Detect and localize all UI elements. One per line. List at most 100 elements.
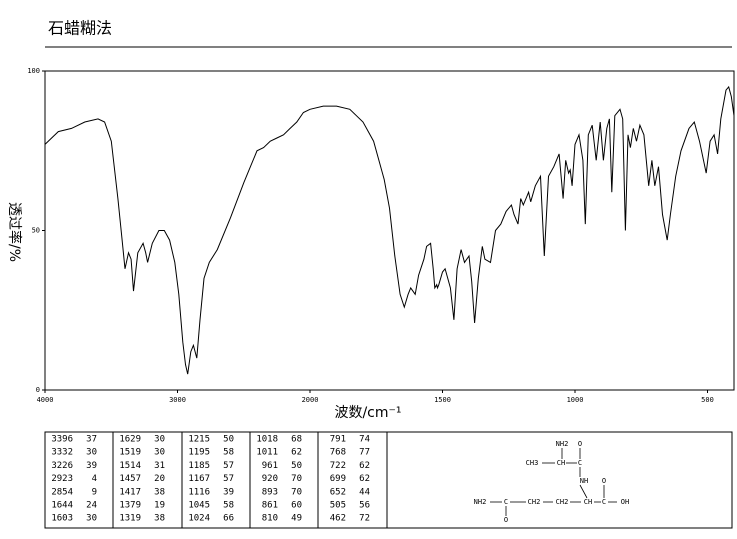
plot-frame <box>44 70 735 391</box>
peak-transmittance: 38 <box>154 487 165 497</box>
peak-transmittance: 24 <box>86 501 97 511</box>
peak-wavenumber: 652 <box>330 487 346 497</box>
peak-transmittance: 70 <box>291 487 302 497</box>
structure-label: C <box>578 459 582 467</box>
peak-wavenumber: 1011 <box>256 448 278 458</box>
peak-transmittance: 62 <box>359 461 370 471</box>
peak-wavenumber: 1644 <box>51 501 73 511</box>
structure-label: O <box>602 477 606 485</box>
peak-transmittance: 44 <box>359 487 370 497</box>
peak-wavenumber: 1417 <box>119 487 141 497</box>
peak-transmittance: 30 <box>86 514 97 524</box>
x-tick-label: 1000 <box>567 396 584 404</box>
structure-label: NH2 <box>556 440 569 448</box>
structure-label: OH <box>621 498 629 506</box>
peak-wavenumber: 699 <box>330 474 346 484</box>
structure-label: O <box>578 440 582 448</box>
y-tick-label: 0 <box>36 386 40 394</box>
peak-wavenumber: 2923 <box>51 474 73 484</box>
structure-label: C <box>602 498 606 506</box>
peak-wavenumber: 1215 <box>188 435 210 445</box>
peak-transmittance: 66 <box>223 514 234 524</box>
structure-bonds <box>490 448 617 516</box>
peak-wavenumber: 791 <box>330 435 346 445</box>
peak-wavenumber: 1519 <box>119 448 141 458</box>
peak-wavenumber: 3396 <box>51 435 73 445</box>
x-tick-label: 500 <box>701 396 714 404</box>
peak-wavenumber: 1379 <box>119 501 141 511</box>
peak-wavenumber: 1319 <box>119 514 141 524</box>
table-dividers <box>112 432 388 528</box>
structure-label: CH <box>557 459 565 467</box>
peak-transmittance: 58 <box>223 448 234 458</box>
peak-transmittance: 31 <box>154 461 165 471</box>
peak-wavenumber: 810 <box>262 514 278 524</box>
peak-wavenumber: 3226 <box>51 461 73 471</box>
peak-transmittance: 74 <box>359 435 370 445</box>
peak-transmittance: 57 <box>223 461 234 471</box>
peak-transmittance: 4 <box>92 474 97 484</box>
peak-transmittance: 39 <box>86 461 97 471</box>
peak-transmittance: 30 <box>86 448 97 458</box>
peak-wavenumber: 893 <box>262 487 278 497</box>
peak-wavenumber: 1603 <box>51 514 73 524</box>
peak-wavenumber: 920 <box>262 474 278 484</box>
peak-transmittance: 37 <box>86 435 97 445</box>
peak-wavenumber: 1018 <box>256 435 278 445</box>
peak-wavenumber: 2854 <box>51 487 73 497</box>
peak-transmittance: 68 <box>291 435 302 445</box>
peak-transmittance: 72 <box>359 514 370 524</box>
structure-label: NH <box>580 477 588 485</box>
peak-wavenumber: 768 <box>330 448 346 458</box>
spectrum-line <box>44 85 735 375</box>
peak-wavenumber: 462 <box>330 514 346 524</box>
peak-transmittance: 77 <box>359 448 370 458</box>
peak-wavenumber: 1116 <box>188 487 210 497</box>
peak-wavenumber: 3332 <box>51 448 73 458</box>
peak-wavenumber: 1629 <box>119 435 141 445</box>
x-tick-label: 4000 <box>37 396 54 404</box>
peak-transmittance: 60 <box>291 501 302 511</box>
structure-label: CH3 <box>526 459 539 467</box>
peak-wavenumber: 722 <box>330 461 346 471</box>
y-axis-label: 透过率/% <box>6 202 23 262</box>
peak-transmittance: 30 <box>154 448 165 458</box>
peak-transmittance: 50 <box>291 461 302 471</box>
y-tick-label: 100 <box>27 67 40 75</box>
peak-transmittance: 50 <box>223 435 234 445</box>
x-tick-label: 3000 <box>169 396 186 404</box>
structure-label: CH2 <box>528 498 541 506</box>
chart-title: 石蜡糊法 <box>48 19 112 38</box>
peak-transmittance: 38 <box>154 514 165 524</box>
peak-wavenumber: 1024 <box>188 514 210 524</box>
peak-transmittance: 49 <box>291 514 302 524</box>
structure-label: O <box>504 516 508 524</box>
structure-label: CH2 <box>556 498 569 506</box>
peak-wavenumber: 1185 <box>188 461 210 471</box>
table-frame <box>44 431 733 529</box>
peak-wavenumber: 1514 <box>119 461 141 471</box>
peak-transmittance: 20 <box>154 474 165 484</box>
x-axis-label: 波数/cm⁻¹ <box>334 405 401 421</box>
structure-label: NH2 <box>474 498 487 506</box>
peak-wavenumber: 1167 <box>188 474 210 484</box>
peak-wavenumber: 1195 <box>188 448 210 458</box>
peak-transmittance: 57 <box>223 474 234 484</box>
peak-transmittance: 62 <box>359 474 370 484</box>
peak-wavenumber: 1045 <box>188 501 210 511</box>
peak-wavenumber: 861 <box>262 501 278 511</box>
y-tick-label: 50 <box>32 227 40 235</box>
peak-transmittance: 30 <box>154 435 165 445</box>
peak-transmittance: 58 <box>223 501 234 511</box>
peak-transmittance: 62 <box>291 448 302 458</box>
peak-transmittance: 39 <box>223 487 234 497</box>
peak-wavenumber: 505 <box>330 501 346 511</box>
structure-label: C <box>504 498 508 506</box>
x-tick-label: 1500 <box>434 396 451 404</box>
structure-label: CH <box>584 498 592 506</box>
x-tick-label: 2000 <box>302 396 319 404</box>
peak-transmittance: 19 <box>154 501 165 511</box>
peak-transmittance: 56 <box>359 501 370 511</box>
peak-transmittance: 70 <box>291 474 302 484</box>
